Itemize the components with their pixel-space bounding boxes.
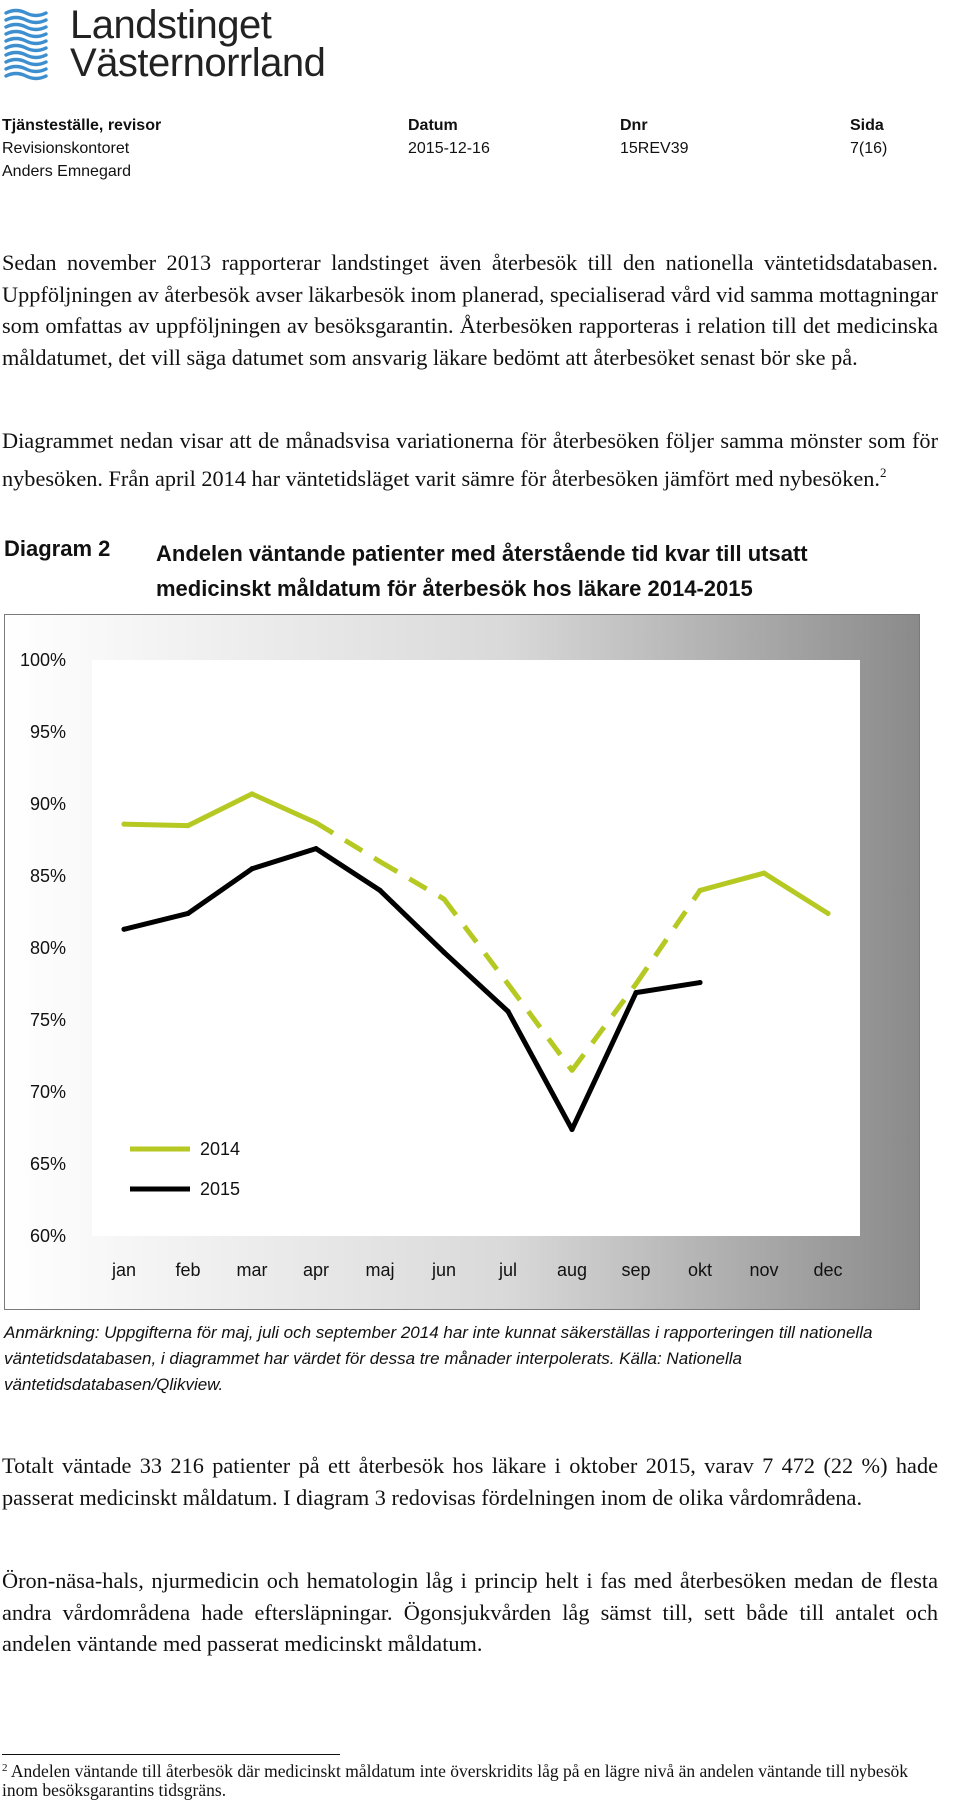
series-2015-point bbox=[121, 926, 127, 932]
series-2015-point bbox=[569, 1126, 575, 1132]
paragraph-3: Totalt väntade 33 216 patienter på ett å… bbox=[2, 1453, 938, 1510]
line-chart: 60% 65% 70% 75% 80% 85% 90% 95% 100% jan feb mar ap… bbox=[4, 614, 920, 1310]
footnote-number: 2 bbox=[2, 1762, 8, 1774]
series-2015-segment bbox=[569, 990, 639, 1132]
x-tick-label: okt bbox=[688, 1260, 712, 1280]
y-tick-label: 60% bbox=[30, 1226, 66, 1246]
x-tick-label: maj bbox=[365, 1260, 394, 1280]
chart-note: Anmärkning: Uppgifterna för maj, juli oc… bbox=[4, 1323, 873, 1394]
series-2014-point bbox=[761, 870, 767, 876]
series-2014-point bbox=[121, 821, 127, 827]
x-tick-label: nov bbox=[749, 1260, 778, 1280]
series-2014-point bbox=[313, 820, 319, 826]
logo-line1: Landstinget bbox=[70, 3, 272, 47]
header-dnr-value: 15REV39 bbox=[620, 140, 689, 157]
series-2014-segment bbox=[378, 859, 446, 902]
series-2015-segment bbox=[505, 1008, 575, 1132]
paragraph-2-text: Diagrammet nedan visar att de månadsvisa… bbox=[2, 428, 938, 491]
series-2014-point bbox=[569, 1067, 575, 1073]
x-tick-label: aug bbox=[557, 1260, 587, 1280]
diagram-title: Andelen väntande patienter med återståen… bbox=[156, 541, 808, 601]
series-2015-point bbox=[249, 866, 255, 872]
footnote-text: Andelen väntande till återbesök där medi… bbox=[2, 1761, 909, 1800]
footnote-divider bbox=[2, 1754, 340, 1755]
footnote: 2 Andelen väntande till återbesök där me… bbox=[2, 1759, 942, 1800]
logo-line2: Västernorrland bbox=[70, 41, 326, 85]
y-tick-label: 75% bbox=[30, 1010, 66, 1030]
series-2014-segment bbox=[121, 821, 191, 829]
paragraph-4: Öron-näsa-hals, njurmedicin och hematolo… bbox=[2, 1568, 938, 1656]
y-tick-label: 65% bbox=[30, 1154, 66, 1174]
header-page-value: 7(16) bbox=[850, 140, 888, 157]
diagram-label: Diagram 2 bbox=[4, 536, 111, 561]
series-2015-segment bbox=[121, 910, 191, 932]
x-tick-label: mar bbox=[237, 1260, 268, 1280]
x-tick-label: jun bbox=[431, 1260, 456, 1280]
series-2014-segment bbox=[761, 870, 831, 916]
header-date-value: 2015-12-16 bbox=[408, 140, 490, 157]
y-tick-label: 85% bbox=[30, 866, 66, 886]
y-tick-label: 80% bbox=[30, 938, 66, 958]
series-2014-segment bbox=[314, 820, 382, 864]
series-2014-point bbox=[377, 859, 383, 865]
wave-lines-icon bbox=[4, 8, 48, 81]
x-tick-label: sep bbox=[621, 1260, 650, 1280]
series-2014-segment bbox=[442, 897, 510, 986]
series-2014-segment bbox=[185, 791, 255, 829]
x-tick-label: jul bbox=[498, 1260, 517, 1280]
header-author-line1: Revisionskontoret bbox=[2, 140, 130, 157]
header-date: Datum 2015-12-16 bbox=[408, 114, 490, 160]
series-2014-point bbox=[633, 981, 639, 987]
series-2015-point bbox=[633, 990, 639, 996]
x-tick-label: jan bbox=[111, 1260, 136, 1280]
header-author-label: Tjänsteställe, revisor bbox=[2, 117, 162, 134]
y-tick-label: 100% bbox=[20, 650, 66, 670]
x-tick-label: dec bbox=[813, 1260, 842, 1280]
series-2015-point bbox=[505, 1008, 511, 1014]
x-tick-label: apr bbox=[303, 1260, 329, 1280]
series-2015-point bbox=[185, 910, 191, 916]
series-2014-point bbox=[249, 791, 255, 797]
y-tick-label: 70% bbox=[30, 1082, 66, 1102]
plot-area bbox=[92, 660, 860, 1236]
series-2015-point bbox=[377, 887, 383, 893]
series-2015-point bbox=[313, 846, 319, 852]
series-2014-segment bbox=[505, 982, 575, 1072]
series-2014-point bbox=[441, 896, 447, 902]
series-2014-point bbox=[697, 887, 703, 893]
series-2014-segment bbox=[249, 791, 319, 826]
series-2015-segment bbox=[377, 887, 447, 955]
series-2014-point bbox=[825, 910, 831, 916]
legend-label-2015: 2015 bbox=[200, 1179, 240, 1199]
header-author: Tjänsteställe, revisor Revisionskontoret… bbox=[2, 114, 161, 183]
footnote-ref: 2 bbox=[879, 464, 887, 480]
header-author-line2: Anders Emnegard bbox=[2, 163, 131, 180]
paragraph-2: Diagrammet nedan visar att de månadsvisa… bbox=[2, 425, 938, 494]
series-2014-segment bbox=[633, 888, 703, 986]
series-2014-segment bbox=[569, 982, 639, 1072]
series-2014-point bbox=[505, 981, 511, 987]
logo: Landstinget Västernorrland bbox=[2, 3, 326, 85]
series-2015-segment bbox=[633, 980, 703, 996]
series-2015-point bbox=[697, 980, 703, 986]
header-dnr-label: Dnr bbox=[620, 117, 648, 134]
header-page-label: Sida bbox=[850, 117, 884, 134]
series-2015-point bbox=[441, 949, 447, 955]
y-tick-label: 90% bbox=[30, 794, 66, 814]
series-2014-segment bbox=[697, 870, 767, 893]
y-tick-label: 95% bbox=[30, 722, 66, 742]
legend-label-2014: 2014 bbox=[200, 1139, 240, 1159]
series-2015-segment bbox=[441, 949, 511, 1014]
series-2015-segment bbox=[313, 846, 383, 893]
header-dnr: Dnr 15REV39 bbox=[620, 114, 689, 160]
paragraph-1: Sedan november 2013 rapporterar landstin… bbox=[2, 250, 938, 370]
x-tick-label: feb bbox=[175, 1260, 200, 1280]
header-page: Sida 7(16) bbox=[850, 114, 887, 160]
header-date-label: Datum bbox=[408, 117, 458, 134]
series-2015-segment bbox=[249, 846, 319, 872]
series-2015-segment bbox=[185, 866, 255, 916]
series-2014-point bbox=[185, 823, 191, 829]
